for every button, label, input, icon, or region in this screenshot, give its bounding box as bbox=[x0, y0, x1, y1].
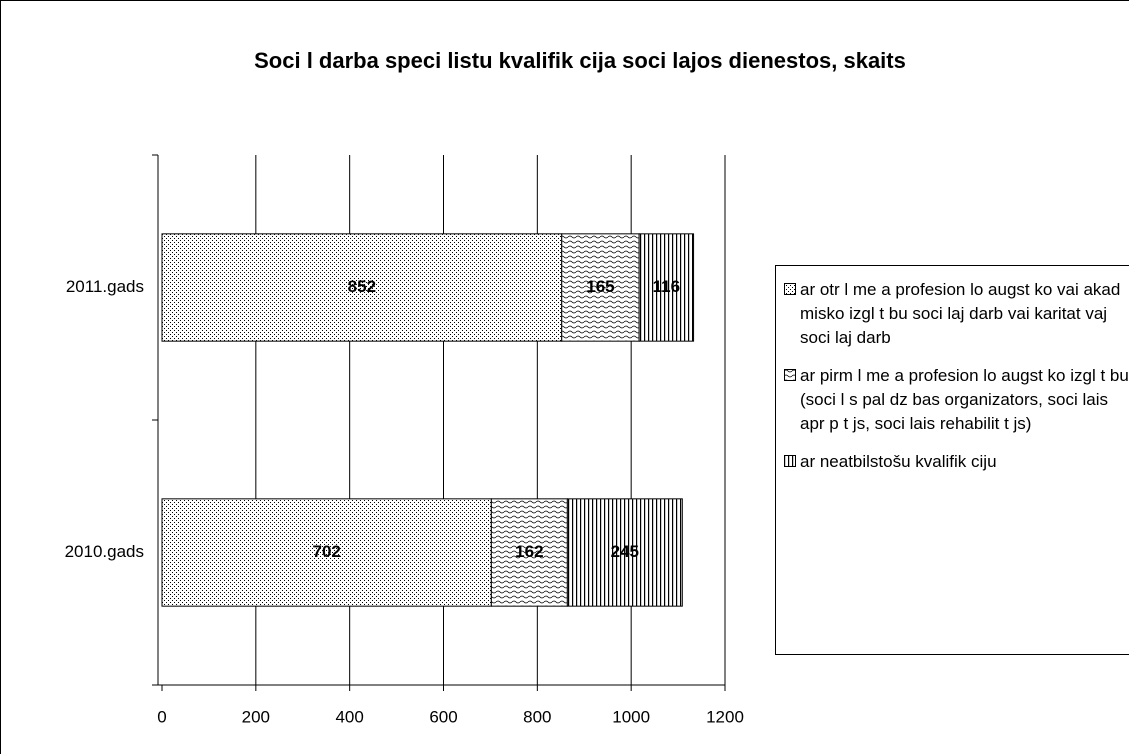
bar-segment bbox=[161, 498, 492, 607]
legend-label: ar otr l me a profesion lo augst ko vai … bbox=[800, 280, 1121, 347]
data-label: 245 bbox=[611, 542, 639, 561]
bar-segment bbox=[490, 498, 568, 607]
chart-title: Soci l darba speci listu kvalifik cija s… bbox=[254, 48, 906, 73]
legend-swatch bbox=[784, 283, 796, 295]
legend-swatch bbox=[784, 369, 796, 381]
x-tick-label: 800 bbox=[523, 707, 551, 726]
legend: ar otr l me a profesion lo augst ko vai … bbox=[775, 265, 1129, 655]
legend-swatch-box bbox=[784, 455, 796, 467]
data-label: 702 bbox=[312, 542, 340, 561]
x-tick-label: 1200 bbox=[706, 707, 744, 726]
legend-swatch bbox=[784, 455, 796, 467]
x-tick-label: 200 bbox=[242, 707, 270, 726]
legend-label: ar neatbilstošu kvalifik ciju bbox=[800, 452, 997, 471]
data-label: 116 bbox=[653, 277, 680, 296]
x-tick-label: 1000 bbox=[612, 707, 650, 726]
bar-segment bbox=[161, 233, 563, 342]
legend-label: ar pirm l me a profesion lo augst ko izg… bbox=[800, 366, 1129, 433]
data-label: 162 bbox=[515, 542, 543, 561]
legend-item: ar neatbilstošu kvalifik ciju bbox=[784, 450, 1129, 474]
x-tick-label: 0 bbox=[157, 707, 166, 726]
bar-segment bbox=[638, 233, 695, 342]
y-tick-label: 2010.gads bbox=[65, 542, 144, 561]
bar-segment bbox=[561, 233, 640, 342]
y-tick-label: 2011.gads bbox=[66, 277, 144, 296]
data-label: 852 bbox=[348, 277, 376, 296]
legend-swatch-box bbox=[784, 283, 796, 295]
legend-swatch-box bbox=[784, 369, 796, 381]
x-tick-label: 600 bbox=[429, 707, 457, 726]
x-tick-label: 400 bbox=[335, 707, 363, 726]
legend-item: ar otr l me a profesion lo augst ko vai … bbox=[784, 278, 1129, 350]
data-label: 165 bbox=[586, 277, 614, 296]
legend-item: ar pirm l me a profesion lo augst ko izg… bbox=[784, 364, 1129, 436]
bar-segment bbox=[566, 498, 683, 607]
